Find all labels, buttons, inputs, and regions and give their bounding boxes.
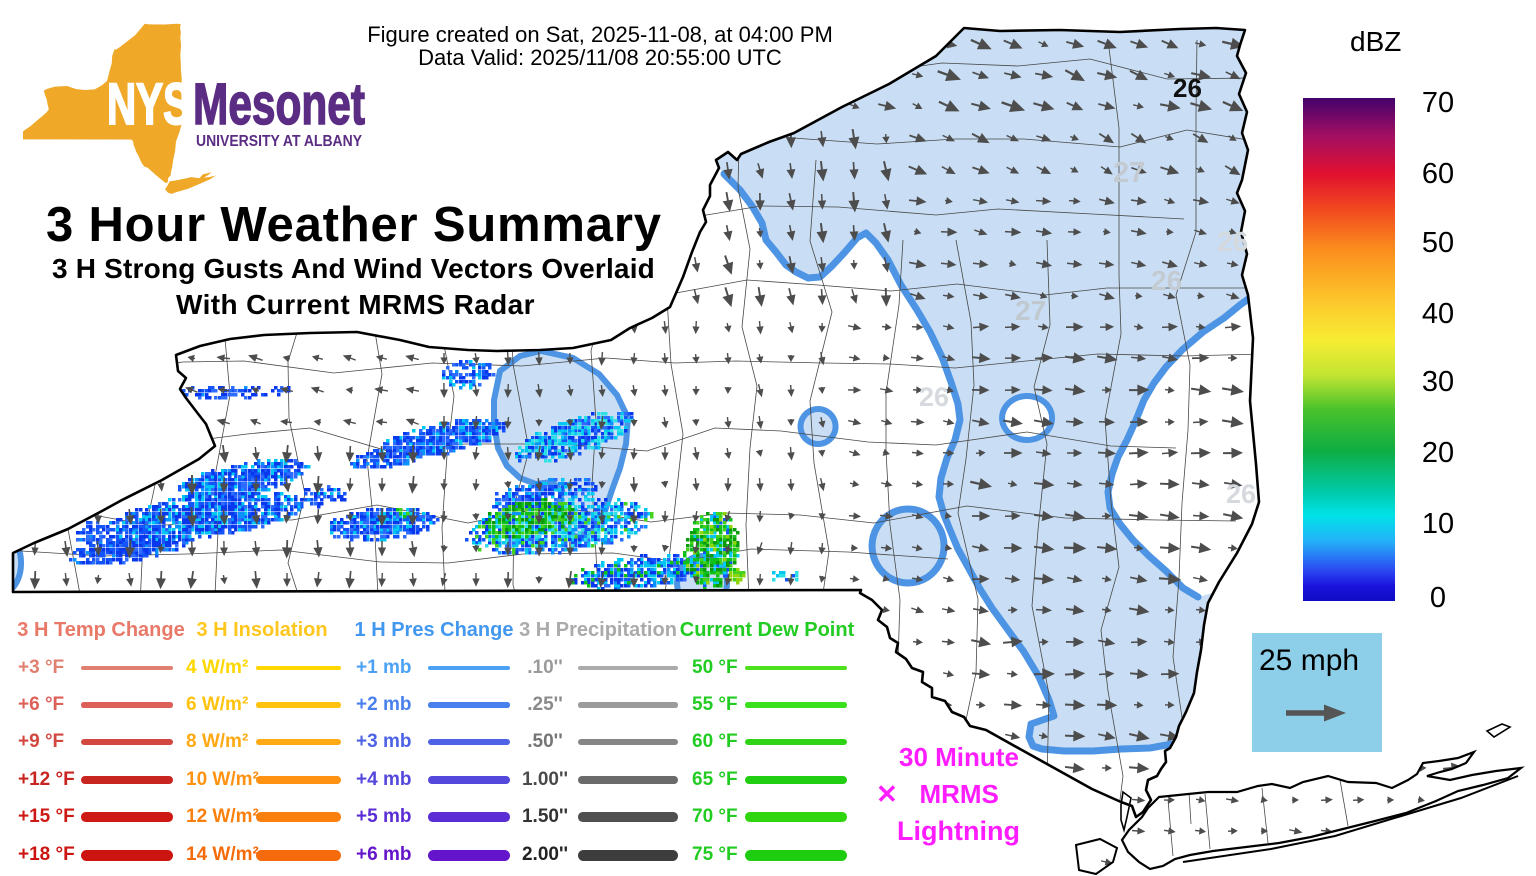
svg-text:27: 27 xyxy=(1015,295,1046,326)
svg-text:26: 26 xyxy=(919,382,949,412)
svg-text:26: 26 xyxy=(1151,265,1182,296)
svg-text:26: 26 xyxy=(1226,479,1256,509)
svg-text:Mesonet: Mesonet xyxy=(193,72,365,137)
svg-text:26: 26 xyxy=(1173,73,1202,103)
svg-text:UNIVERSITY AT ALBANY: UNIVERSITY AT ALBANY xyxy=(196,133,362,150)
svg-text:27: 27 xyxy=(1113,157,1145,189)
svg-text:26: 26 xyxy=(1217,226,1248,257)
svg-text:NYS: NYS xyxy=(107,72,190,137)
